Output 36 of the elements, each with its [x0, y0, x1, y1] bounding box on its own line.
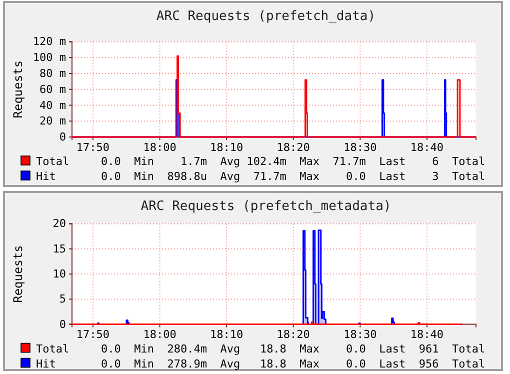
y-tick-label: 20 m: [40, 114, 66, 128]
text: 0.0 Min 1.7m Avg 102.4m Max 71.7m Last 6 Total: [101, 155, 486, 168]
x-tick-label: 17:50: [76, 328, 110, 342]
x-tick-label: 18:40: [410, 328, 444, 342]
text: 0.0 Min 280.4m Avg 18.8 Max 0.0 Last 961 Total: [101, 342, 486, 356]
text: 0.0 Min 278.9m Avg 18.8 Max 0.0 Last 956 Total: [101, 357, 486, 370]
legend-label: Total: [36, 342, 70, 356]
y-tick-label: 20: [52, 217, 66, 230]
y-axis-title: Requests: [11, 245, 25, 303]
y-tick-label: 5: [59, 292, 66, 306]
legend-label: Hit: [36, 170, 56, 183]
y-tick-label: 60 m: [40, 82, 66, 96]
y-tick-label: 100 m: [32, 51, 66, 64]
x-tick-label: 18:10: [210, 140, 244, 154]
y-tick-label: 10: [52, 268, 66, 281]
chart-title: ARC Requests (prefetch_data): [156, 9, 376, 24]
y-tick-label: 40 m: [40, 98, 66, 112]
x-tick-label: 18:30: [344, 328, 377, 342]
legend-label: Total: [36, 155, 70, 168]
y-tick-label: 120 m: [32, 35, 66, 48]
x-tick-label: 17:50: [76, 140, 110, 154]
x-tick-label: 18:20: [276, 140, 310, 154]
y-tick-label: 80 m: [40, 66, 66, 80]
x-tick-label: 18:00: [143, 328, 176, 342]
y-tick-label: 0: [59, 130, 66, 144]
y-tick-label: 0: [59, 318, 66, 331]
chart-title: ARC Requests (prefetch_metadata): [140, 199, 392, 214]
y-tick-label: 15: [52, 242, 66, 256]
x-tick-label: 18:00: [143, 140, 176, 154]
y-axis-title: Requests: [11, 60, 25, 118]
x-tick-label: 18:10: [210, 328, 244, 342]
x-tick-label: 18:30: [344, 140, 377, 154]
x-tick-label: 18:20: [276, 328, 310, 342]
legend-label: Hit: [36, 357, 56, 370]
text: 0.0 Min 898.8u Avg 71.7m Max 0.0 Last 3 Total: [101, 170, 486, 183]
x-tick-label: 18:40: [410, 140, 444, 154]
